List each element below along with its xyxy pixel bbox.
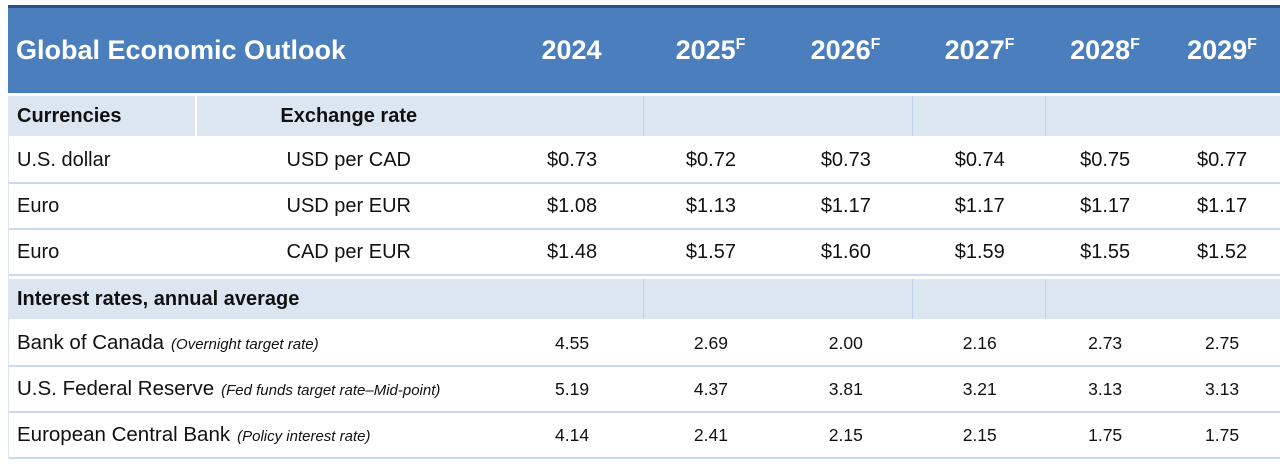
- currency-value: $0.73: [820, 148, 871, 171]
- rate-value: 2.73: [1088, 332, 1123, 353]
- institution-rate-note: (Fed funds target rate–Mid-point): [221, 382, 441, 399]
- currency-value: $1.08: [547, 194, 598, 217]
- column-header-2025: 2025F: [643, 35, 778, 66]
- table-row-usd-per-cad: U.S. dollar USD per CAD $0.73 $0.72 $0.7…: [9, 138, 1280, 184]
- rate-value: 3.21: [962, 378, 997, 399]
- currency-value: $1.17: [820, 194, 871, 217]
- column-header-2028: 2028F: [1046, 35, 1164, 66]
- currency-value: $1.13: [685, 194, 736, 217]
- rate-value: 3.13: [1088, 378, 1123, 399]
- year-label: 2028: [1070, 35, 1131, 65]
- forecast-superscript: F: [1247, 36, 1257, 53]
- currency-value: $0.74: [954, 148, 1005, 171]
- currency-value: $1.52: [1197, 240, 1248, 263]
- currency-name: Euro: [17, 240, 60, 263]
- currency-name: U.S. dollar: [17, 148, 111, 171]
- section-band-cell: [778, 96, 914, 136]
- interest-rates-section-label: Interest rates, annual average: [17, 287, 300, 310]
- institution-name: Bank of Canada: [17, 331, 165, 354]
- column-header-2024: 2024: [500, 35, 643, 66]
- currency-value: $1.59: [954, 240, 1005, 263]
- currency-value: $1.48: [547, 240, 598, 263]
- section-band-cell: [1046, 96, 1164, 136]
- section-band-cell: [501, 279, 644, 319]
- interest-rates-section-header-row: Interest rates, annual average: [9, 279, 1280, 319]
- table-row-usd-per-eur: Euro USD per EUR $1.08 $1.13 $1.17 $1.17…: [9, 184, 1280, 230]
- table-row-us-federal-reserve: U.S. Federal Reserve (Fed funds target r…: [9, 367, 1280, 413]
- institution-cell: European Central Bank (Policy interest r…: [9, 423, 501, 447]
- section-band-cell: [644, 279, 779, 319]
- currency-value: $1.17: [1197, 194, 1248, 217]
- table-row-cad-per-eur: Euro CAD per EUR $1.48 $1.57 $1.60 $1.59…: [9, 230, 1280, 276]
- rate-value: 4.14: [555, 424, 590, 445]
- forecast-superscript: F: [735, 36, 746, 53]
- forecast-superscript: F: [1004, 36, 1015, 53]
- rate-value: 1.75: [1205, 424, 1240, 445]
- section-band-cell: [501, 96, 644, 136]
- currency-value: $1.55: [1080, 240, 1131, 263]
- currency-value: $0.75: [1080, 148, 1131, 171]
- section-band-cell: [913, 279, 1047, 319]
- section-band-cell: [1164, 96, 1280, 136]
- rate-value: 5.19: [555, 378, 590, 399]
- section-band-cell: [913, 96, 1047, 136]
- rate-value: 2.15: [828, 424, 863, 445]
- table-row-bank-of-canada: Bank of Canada (Overnight target rate) 4…: [9, 321, 1280, 367]
- currency-name: Euro: [17, 194, 60, 217]
- rate-value: 4.37: [693, 378, 728, 399]
- rate-value: 1.75: [1088, 424, 1123, 445]
- global-economic-outlook-table: Global Economic Outlook 2024 2025F 2026F…: [8, 5, 1280, 459]
- currencies-section-header-row: Currencies Exchange rate: [9, 96, 1280, 136]
- section-band-cell: [778, 279, 914, 319]
- year-label: 2024: [541, 35, 602, 65]
- rate-value: 2.16: [962, 332, 997, 353]
- table-header-row: Global Economic Outlook 2024 2025F 2026F…: [8, 5, 1280, 93]
- currency-value: $1.17: [1080, 194, 1131, 217]
- rate-value: 2.69: [693, 332, 728, 353]
- table-title: Global Economic Outlook: [16, 35, 347, 65]
- table-body: Currencies Exchange rate U.S. dollar USD…: [8, 96, 1280, 459]
- year-label: 2027: [944, 35, 1005, 65]
- currency-value: $1.60: [820, 240, 871, 263]
- currencies-section-label: Currencies: [9, 96, 197, 136]
- institution-rate-note: (Policy interest rate): [237, 428, 371, 445]
- table-row-european-central-bank: European Central Bank (Policy interest r…: [9, 413, 1280, 459]
- currency-value: $0.72: [685, 148, 736, 171]
- currency-value: $1.17: [954, 194, 1005, 217]
- currency-pair: USD per CAD: [286, 148, 411, 171]
- currency-value: $0.77: [1197, 148, 1248, 171]
- currency-pair: CAD per EUR: [286, 240, 411, 263]
- section-band-cell: [1164, 279, 1280, 319]
- currency-pair: USD per EUR: [286, 194, 411, 217]
- rate-value: 2.00: [828, 332, 863, 353]
- institution-cell: U.S. Federal Reserve (Fed funds target r…: [9, 377, 501, 401]
- year-label: 2026: [810, 35, 871, 65]
- rate-value: 2.15: [962, 424, 997, 445]
- year-label: 2025: [675, 35, 736, 65]
- section-band-cell: [1046, 279, 1164, 319]
- rate-value: 2.41: [693, 424, 728, 445]
- year-label: 2029: [1187, 35, 1248, 65]
- forecast-superscript: F: [870, 36, 881, 53]
- rate-value: 3.13: [1205, 378, 1240, 399]
- forecast-superscript: F: [1130, 36, 1140, 53]
- institution-rate-note: (Overnight target rate): [171, 336, 319, 353]
- column-header-2026: 2026F: [778, 35, 913, 66]
- institution-cell: Bank of Canada (Overnight target rate): [9, 331, 501, 355]
- currency-value: $1.57: [685, 240, 736, 263]
- currency-value: $0.73: [547, 148, 598, 171]
- rate-value: 3.81: [828, 378, 863, 399]
- exchange-rate-subheader: Exchange rate: [280, 104, 418, 127]
- rate-value: 2.75: [1205, 332, 1240, 353]
- rate-value: 4.55: [555, 332, 590, 353]
- institution-name: European Central Bank: [17, 423, 231, 446]
- column-header-2027: 2027F: [913, 35, 1046, 66]
- section-band-cell: [644, 96, 779, 136]
- institution-name: U.S. Federal Reserve: [17, 377, 215, 400]
- column-header-2029: 2029F: [1164, 35, 1280, 66]
